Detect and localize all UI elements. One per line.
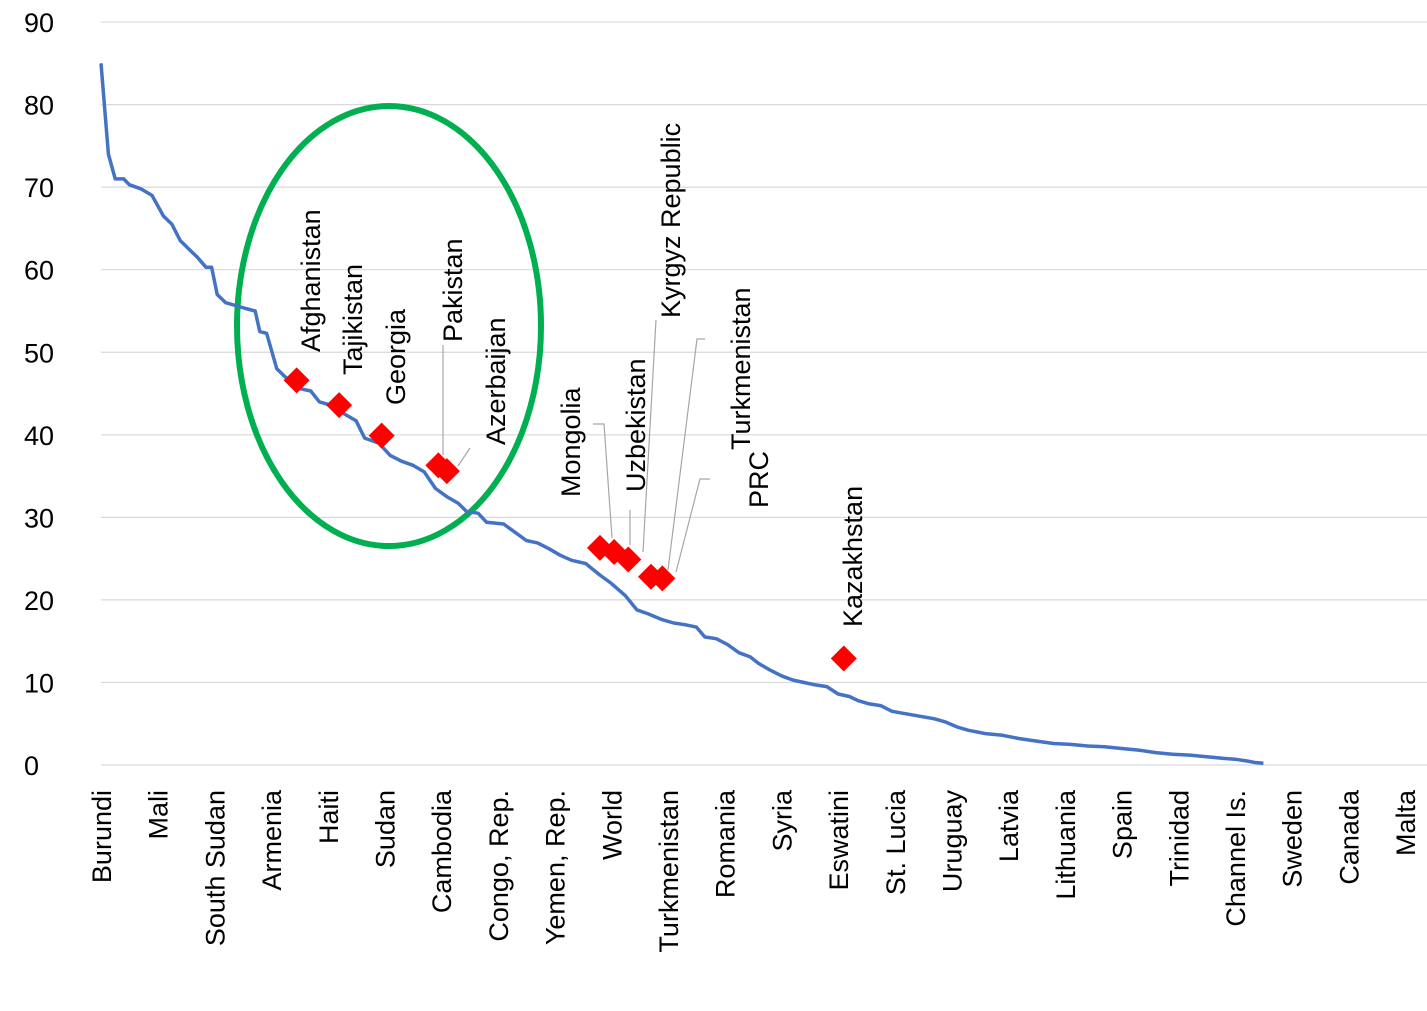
x-tick-label: Romania xyxy=(711,789,741,898)
highlight-label: Turkmenistan xyxy=(726,287,756,450)
x-tick-label: Eswatini xyxy=(824,790,854,891)
highlight-marker xyxy=(615,546,642,573)
x-tick-label: Syria xyxy=(767,789,797,851)
highlight-marker xyxy=(326,392,353,419)
x-axis: Burundi Mali South Sudan Armenia Haiti Sudan C… xyxy=(87,789,1421,953)
highlight-markers xyxy=(283,367,857,672)
highlight-label: Pakistan xyxy=(438,238,468,342)
highlight-marker xyxy=(283,367,310,394)
y-tick-label: 30 xyxy=(24,503,54,533)
y-tick-label: 20 xyxy=(24,586,54,616)
label-leader-line xyxy=(457,447,471,467)
highlight-label: Azerbaijan xyxy=(481,317,511,445)
x-tick-label: Sudan xyxy=(371,790,401,868)
label-leaders xyxy=(442,319,710,573)
x-tick-label: Lithuania xyxy=(1051,789,1081,900)
y-tick-label: 40 xyxy=(24,421,54,451)
x-tick-label: Latvia xyxy=(994,789,1024,862)
highlight-label: PRC xyxy=(744,451,774,508)
highlight-marker xyxy=(368,422,395,449)
highlight-label: Kyrgyz Republic xyxy=(656,123,686,318)
gridlines xyxy=(101,21,1427,766)
y-tick-label: 70 xyxy=(24,173,54,203)
y-tick-label: 10 xyxy=(24,668,54,698)
x-tick-label: Malta xyxy=(1391,789,1421,856)
x-tick-label: Mali xyxy=(144,790,174,840)
label-leader-line xyxy=(667,338,705,571)
highlight-label: Kazakhstan xyxy=(838,486,868,627)
series-line xyxy=(99,63,1264,766)
x-tick-label: Canada xyxy=(1334,789,1364,885)
y-tick-label: 90 xyxy=(24,8,54,38)
highlight-ellipse xyxy=(234,103,544,549)
x-tick-label: Spain xyxy=(1108,790,1138,859)
y-tick-label: 50 xyxy=(24,338,54,368)
highlight-marker xyxy=(830,645,857,672)
highlight-labels: Afghanistan Tajikistan Georgia Pakistan Azer… xyxy=(296,123,868,627)
highlight-label: Uzbekistan xyxy=(621,358,651,492)
x-tick-label: South Sudan xyxy=(200,790,230,946)
y-tick-label: 60 xyxy=(24,256,54,286)
x-tick-label: Armenia xyxy=(257,789,287,891)
x-tick-label: Turkmenistan xyxy=(654,790,684,953)
x-tick-label: St. Lucia xyxy=(881,789,911,895)
x-tick-label: Burundi xyxy=(87,790,117,883)
x-tick-label: Yemen, Rep. xyxy=(541,790,571,945)
label-leader-line xyxy=(593,423,613,539)
highlight-label: Georgia xyxy=(381,308,411,405)
highlight-label: Tajikistan xyxy=(338,264,368,375)
highlight-label: Afghanistan xyxy=(296,209,326,352)
x-tick-label: Uruguay xyxy=(938,790,968,893)
y-tick-label: 0 xyxy=(24,751,39,781)
x-tick-label: Congo, Rep. xyxy=(484,790,514,942)
x-tick-label: Channel Is. xyxy=(1221,790,1251,927)
x-tick-label: Haiti xyxy=(314,790,344,844)
x-tick-label: Cambodia xyxy=(427,789,457,913)
label-leader-line xyxy=(642,319,657,553)
highlight-marker xyxy=(649,565,676,592)
label-leader-line xyxy=(675,478,710,573)
y-axis: 0 10 20 30 40 50 60 70 80 90 xyxy=(24,8,54,781)
highlight-label: Mongolia xyxy=(556,386,586,497)
x-tick-label: Sweden xyxy=(1278,790,1308,888)
y-tick-label: 80 xyxy=(24,91,54,121)
x-tick-label: World xyxy=(597,790,627,860)
highlight-marker xyxy=(433,458,460,485)
x-tick-label: Trinidad xyxy=(1164,790,1194,887)
